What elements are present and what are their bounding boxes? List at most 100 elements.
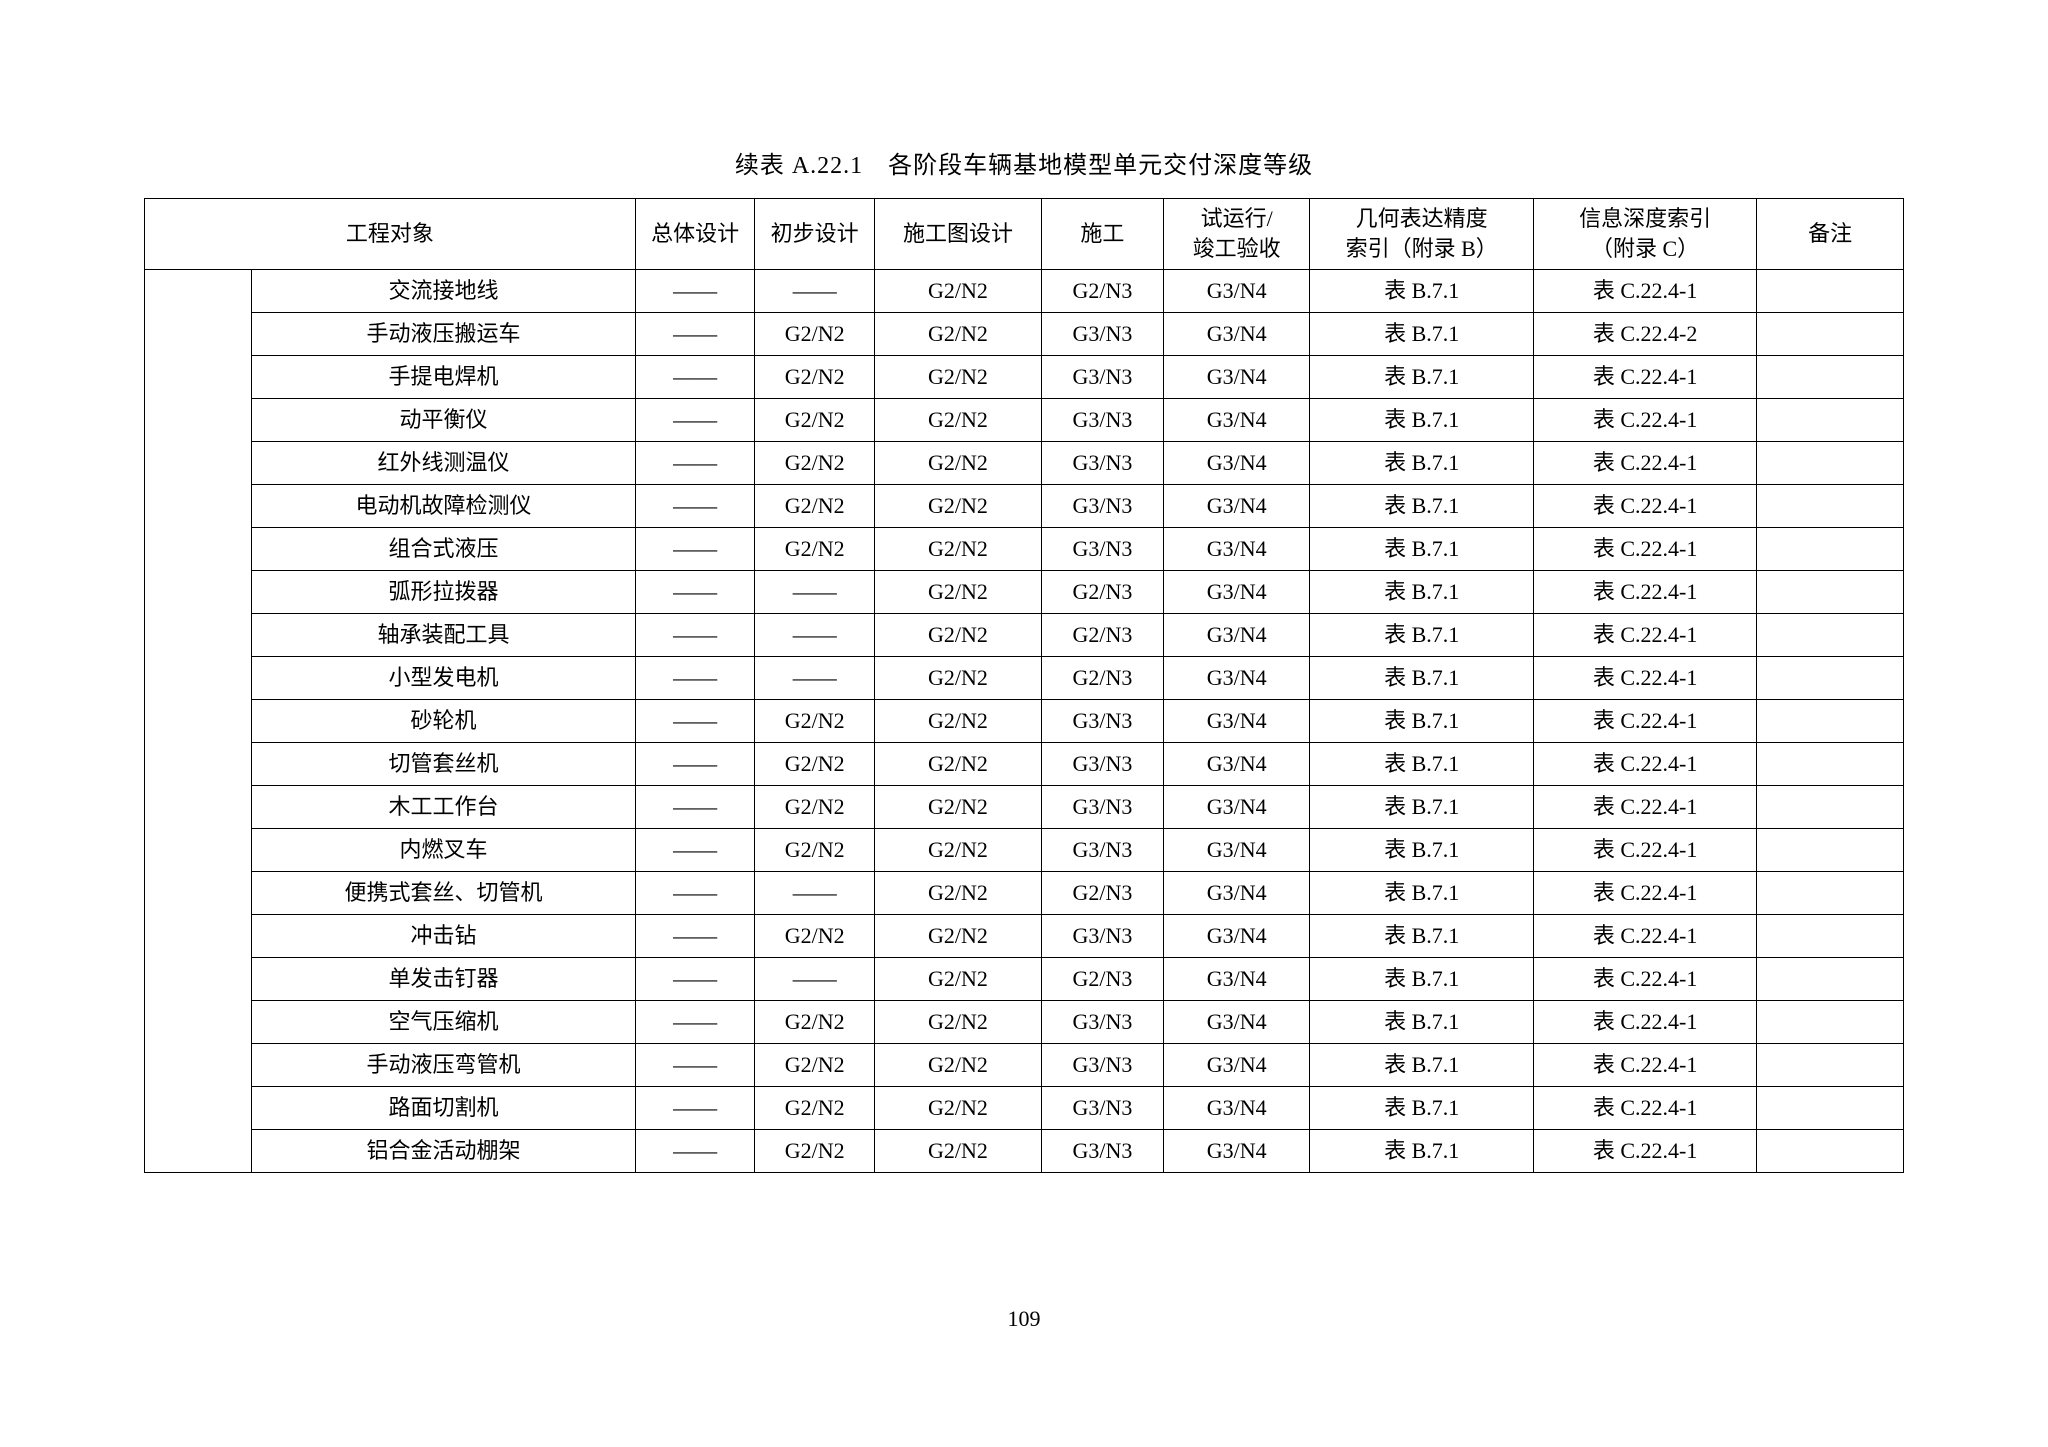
header-row: 工程对象 总体设计 初步设计 施工图设计 施工 试运行/ 竣工验收 几何表达精度… [145,199,1904,270]
cell-overall: —— [635,270,755,313]
table-row: 木工工作台——G2/N2G2/N2G3/N3G3/N4表 B.7.1表 C.22… [145,786,1904,829]
cell-name: 内燃叉车 [252,829,636,872]
cell-prelim: G2/N2 [755,442,875,485]
cell-trial: G3/N4 [1163,958,1310,1001]
cell-info: 表 C.22.4-1 [1533,356,1756,399]
cell-name: 木工工作台 [252,786,636,829]
cell-name: 切管套丝机 [252,743,636,786]
table-row: 便携式套丝、切管机————G2/N2G2/N3G3/N4表 B.7.1表 C.2… [145,872,1904,915]
cell-trial: G3/N4 [1163,571,1310,614]
cell-constr: G3/N3 [1041,915,1163,958]
cell-prelim: G2/N2 [755,485,875,528]
cell-remark [1757,1130,1904,1173]
cell-info: 表 C.22.4-1 [1533,571,1756,614]
cell-geom: 表 B.7.1 [1310,399,1533,442]
cell-name: 电动机故障检测仪 [252,485,636,528]
cell-constr: G3/N3 [1041,313,1163,356]
cell-drawing: G2/N2 [874,958,1041,1001]
cell-remark [1757,829,1904,872]
col-geom-l1: 几何表达精度 [1356,206,1488,231]
cell-geom: 表 B.7.1 [1310,786,1533,829]
cell-geom: 表 B.7.1 [1310,571,1533,614]
cell-info: 表 C.22.4-1 [1533,915,1756,958]
cell-constr: G3/N3 [1041,528,1163,571]
cell-remark [1757,915,1904,958]
cell-drawing: G2/N2 [874,743,1041,786]
table-row: 交流接地线————G2/N2G2/N3G3/N4表 B.7.1表 C.22.4-… [145,270,1904,313]
table-row: 内燃叉车——G2/N2G2/N2G3/N3G3/N4表 B.7.1表 C.22.… [145,829,1904,872]
cell-info: 表 C.22.4-1 [1533,958,1756,1001]
col-object: 工程对象 [145,199,636,270]
cell-constr: G3/N3 [1041,700,1163,743]
cell-overall: —— [635,657,755,700]
cell-geom: 表 B.7.1 [1310,485,1533,528]
cell-geom: 表 B.7.1 [1310,442,1533,485]
cell-geom: 表 B.7.1 [1310,1001,1533,1044]
cell-info: 表 C.22.4-1 [1533,700,1756,743]
cell-overall: —— [635,958,755,1001]
cell-geom: 表 B.7.1 [1310,657,1533,700]
cell-name: 铝合金活动棚架 [252,1130,636,1173]
cell-constr: G2/N3 [1041,657,1163,700]
cell-prelim: G2/N2 [755,1087,875,1130]
table-row: 空气压缩机——G2/N2G2/N2G3/N3G3/N4表 B.7.1表 C.22… [145,1001,1904,1044]
cell-overall: —— [635,872,755,915]
cell-prelim: G2/N2 [755,399,875,442]
table-row: 组合式液压——G2/N2G2/N2G3/N3G3/N4表 B.7.1表 C.22… [145,528,1904,571]
cell-geom: 表 B.7.1 [1310,700,1533,743]
cell-overall: —— [635,829,755,872]
col-overall: 总体设计 [635,199,755,270]
cell-drawing: G2/N2 [874,313,1041,356]
table-row: 弧形拉拨器————G2/N2G2/N3G3/N4表 B.7.1表 C.22.4-… [145,571,1904,614]
cell-trial: G3/N4 [1163,1001,1310,1044]
cell-remark [1757,442,1904,485]
cell-remark [1757,786,1904,829]
cell-remark [1757,485,1904,528]
cell-prelim: G2/N2 [755,700,875,743]
cell-trial: G3/N4 [1163,657,1310,700]
table-row: 手动液压搬运车——G2/N2G2/N2G3/N3G3/N4表 B.7.1表 C.… [145,313,1904,356]
cell-prelim: G2/N2 [755,786,875,829]
cell-constr: G3/N3 [1041,356,1163,399]
cell-remark [1757,528,1904,571]
col-geom: 几何表达精度 索引（附录 B） [1310,199,1533,270]
document-page: 续表 A.22.1 各阶段车辆基地模型单元交付深度等级 工程对象 总体设计 初步… [0,0,2048,1447]
col-drawing: 施工图设计 [874,199,1041,270]
col-constr: 施工 [1041,199,1163,270]
cell-trial: G3/N4 [1163,614,1310,657]
cell-geom: 表 B.7.1 [1310,958,1533,1001]
table-row: 冲击钻——G2/N2G2/N2G3/N3G3/N4表 B.7.1表 C.22.4… [145,915,1904,958]
cell-constr: G3/N3 [1041,442,1163,485]
cell-prelim: —— [755,958,875,1001]
cell-overall: —— [635,1044,755,1087]
cell-overall: —— [635,528,755,571]
col-info-l2: （附录 C） [1591,236,1699,261]
col-trial: 试运行/ 竣工验收 [1163,199,1310,270]
cell-prelim: G2/N2 [755,1001,875,1044]
col-geom-l2: 索引（附录 B） [1346,236,1498,261]
cell-trial: G3/N4 [1163,786,1310,829]
cell-drawing: G2/N2 [874,442,1041,485]
cell-constr: G2/N3 [1041,872,1163,915]
cell-geom: 表 B.7.1 [1310,356,1533,399]
cell-remark [1757,356,1904,399]
cell-prelim: —— [755,657,875,700]
cell-overall: —— [635,442,755,485]
cell-name: 交流接地线 [252,270,636,313]
cell-info: 表 C.22.4-1 [1533,442,1756,485]
cell-prelim: G2/N2 [755,915,875,958]
cell-remark [1757,700,1904,743]
cell-name: 路面切割机 [252,1087,636,1130]
cell-name: 手动液压弯管机 [252,1044,636,1087]
cell-overall: —— [635,313,755,356]
cell-trial: G3/N4 [1163,743,1310,786]
table-header: 工程对象 总体设计 初步设计 施工图设计 施工 试运行/ 竣工验收 几何表达精度… [145,199,1904,270]
cell-overall: —— [635,915,755,958]
cell-info: 表 C.22.4-1 [1533,743,1756,786]
cell-constr: G3/N3 [1041,485,1163,528]
cell-remark [1757,657,1904,700]
cell-trial: G3/N4 [1163,485,1310,528]
cell-remark [1757,313,1904,356]
cell-overall: —— [635,485,755,528]
cell-prelim: —— [755,614,875,657]
